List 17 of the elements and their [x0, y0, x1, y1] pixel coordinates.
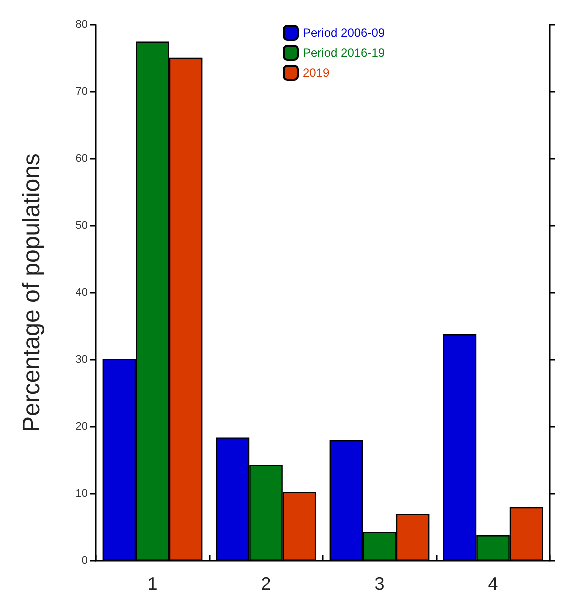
y-tick-label: 20 — [76, 421, 88, 433]
x-tick-label: 3 — [374, 574, 385, 594]
x-tick-label: 4 — [488, 574, 498, 594]
x-tick-label: 2 — [261, 574, 272, 594]
y-tick-label: 80 — [76, 19, 88, 31]
y-tick-label: 50 — [76, 220, 88, 232]
y-tick-label: 0 — [82, 555, 88, 567]
x-tick-label: 1 — [148, 574, 158, 594]
y-tick-label: 60 — [76, 153, 88, 165]
y-tick-label: 10 — [76, 488, 88, 500]
legend-label: 2019 — [303, 66, 330, 80]
legend-label: Period 2016-19 — [303, 46, 386, 60]
y-tick-label: 70 — [76, 86, 88, 98]
y-axis-title: Percentage of populations — [18, 154, 46, 432]
legend-label: Period 2006-09 — [303, 26, 386, 40]
y-tick-label: 40 — [76, 287, 88, 299]
y-tick-label: 30 — [76, 354, 88, 366]
